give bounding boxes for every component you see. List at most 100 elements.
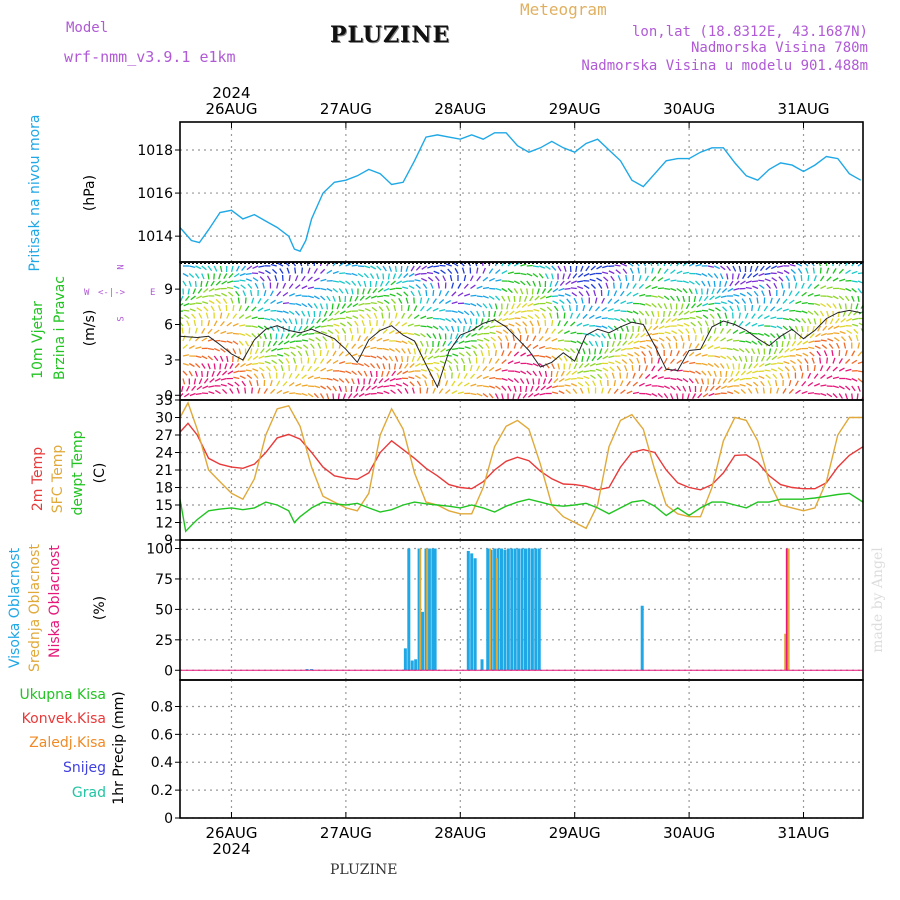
wind-barb (744, 355, 748, 363)
wind-barb (364, 302, 371, 305)
wind-barb (801, 372, 804, 379)
wind-barb (326, 385, 332, 391)
wind-barb (634, 333, 640, 339)
wind-barb (381, 312, 384, 319)
wind-barb (336, 303, 340, 310)
wind-barb (203, 288, 209, 293)
wind-barb (595, 315, 602, 320)
wind-barb (578, 363, 584, 369)
wind-barb (213, 363, 216, 370)
wind-barb (351, 264, 358, 267)
wind-barb (632, 310, 639, 315)
wind-barb (532, 370, 538, 377)
wind-barb (192, 288, 197, 295)
wind-barb (707, 273, 713, 278)
wind-barb (595, 306, 600, 312)
wind-barb (745, 331, 752, 335)
wind-barb (732, 339, 740, 342)
wind-barb (451, 301, 458, 305)
wind-barb (390, 298, 396, 304)
wind-barb (546, 306, 553, 312)
wind-barb (482, 286, 490, 290)
wind-barb (665, 318, 671, 324)
wind-barb (189, 392, 196, 397)
wind-barb (766, 355, 771, 362)
wind-barb (727, 300, 734, 305)
wind-barb (426, 316, 433, 320)
wind-barb (257, 298, 262, 304)
wind-barb (526, 272, 533, 277)
wind-barb (832, 385, 839, 389)
wind-barb (289, 346, 296, 350)
day-label-top: 31AUG (778, 100, 830, 118)
high-cloud-bar (785, 548, 789, 671)
wind-barb (501, 262, 506, 267)
wind-barb (682, 342, 685, 349)
wind-barb (332, 270, 339, 275)
wind-barb (333, 317, 340, 321)
wind-barb (845, 287, 852, 292)
wind-barb (244, 387, 247, 394)
wind-barb (267, 340, 272, 347)
wind-barb (235, 265, 240, 272)
wind-barb (604, 373, 609, 379)
wind-barb (634, 351, 640, 357)
wind-barb (839, 325, 846, 328)
wind-barb (657, 267, 662, 274)
wind-barb (544, 370, 548, 378)
wind-barb (576, 340, 583, 345)
wind-barb (701, 362, 708, 366)
wind-barb (686, 393, 690, 400)
y-tick-label: 50 (155, 602, 173, 618)
wind-barb (826, 365, 831, 372)
wind-barb (864, 353, 869, 356)
wind-barb (645, 383, 652, 387)
wind-barb (502, 329, 509, 335)
wind-barb (826, 357, 829, 364)
wind-barb (357, 362, 364, 367)
y-tick-label: 6 (164, 318, 173, 334)
wind-label-1: 10m Vjetar (30, 301, 46, 379)
wind-barb (245, 332, 251, 338)
wind-barb (585, 290, 590, 297)
wind-barb (494, 349, 497, 357)
wind-barb (638, 310, 645, 316)
wind-barb (807, 283, 813, 289)
wind-barb (668, 310, 672, 317)
wind-barb (398, 297, 403, 304)
y-tick-label: 3 (164, 353, 173, 369)
wind-barb (682, 385, 687, 392)
temp2m-line (179, 422, 864, 491)
wind-barb (307, 267, 311, 274)
wind-barb (597, 373, 603, 379)
wind-barb (814, 345, 821, 350)
wind-barb (852, 317, 859, 321)
wind-barb (445, 354, 452, 357)
wind-barb (694, 343, 700, 349)
wind-barb (712, 378, 715, 385)
wind-barb (407, 340, 414, 346)
wind-barb (402, 286, 409, 290)
wind-barb (411, 355, 415, 362)
wind-barb (527, 392, 534, 398)
wind-barb (533, 302, 540, 306)
wind-barb (507, 271, 514, 275)
wind-barb (541, 288, 547, 294)
day-label-top: 28AUG (434, 100, 486, 118)
wind-barb (614, 317, 621, 322)
wind-barb (424, 348, 428, 355)
wind-barb (290, 351, 296, 357)
low-cloud-label: Niska Oblacnost (47, 545, 63, 658)
wind-barb (529, 295, 534, 302)
wind-barb (557, 265, 562, 272)
wind-barb (530, 385, 534, 392)
wind-barb (201, 295, 209, 298)
wind-barb (689, 370, 696, 374)
wind-barb (588, 305, 593, 312)
wind-barb (338, 295, 341, 303)
wind-barb (826, 276, 832, 282)
wind-barb (501, 393, 504, 400)
wind-barb (838, 268, 844, 274)
wind-barb (637, 325, 640, 333)
wind-barb (473, 350, 478, 357)
